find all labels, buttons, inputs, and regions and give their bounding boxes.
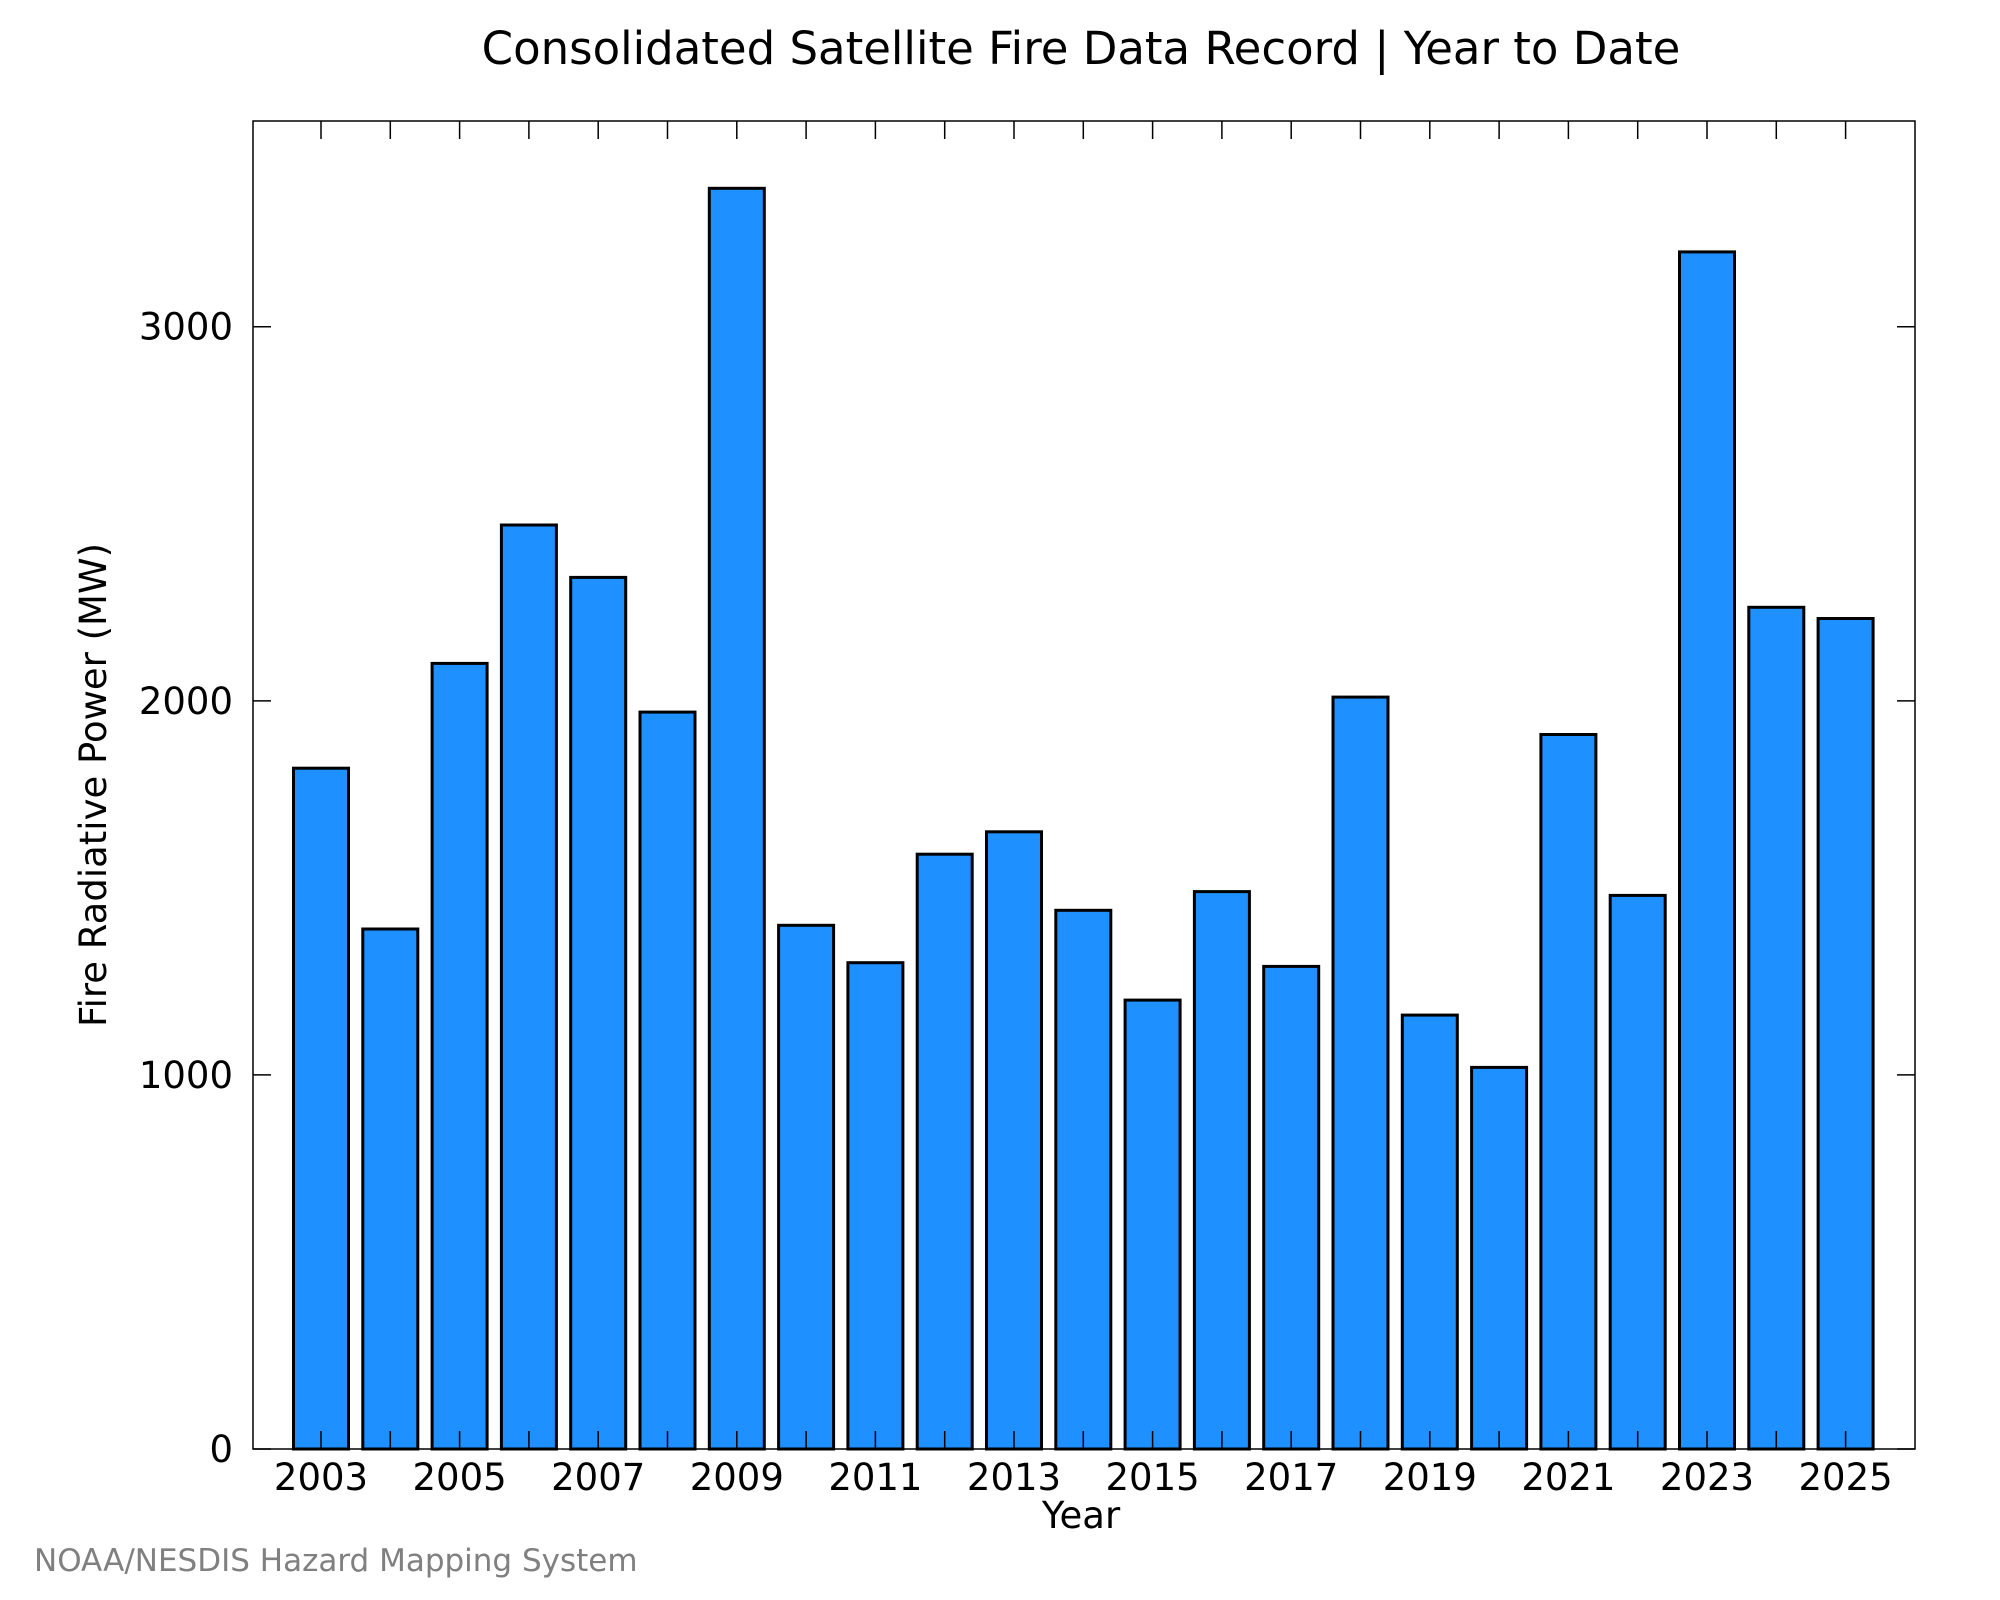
x-axis-label: Year [1041,1494,1121,1537]
bar-2003 [292,766,350,1451]
axes-layer: 0 1000 2000 3000 2003 2005 2007 2009 2011 2013 201… [139,120,1916,1499]
bars-layer [292,186,1875,1451]
bar-2016 [1192,890,1251,1451]
x-tick-label: 2013 [967,1456,1061,1499]
bar-2012 [915,852,974,1451]
bar-2015 [1123,998,1182,1451]
y-tick-label: 2000 [139,680,233,723]
bar-2013 [985,830,1043,1451]
x-tick-label: 2021 [1521,1456,1615,1499]
x-tick-label: 2005 [413,1456,507,1499]
y-tick-label: 1000 [139,1054,233,1097]
bar-2005 [430,661,489,1451]
bar-2006 [499,523,558,1451]
bar-2004 [361,927,420,1451]
x-tick-label: 2019 [1383,1456,1477,1499]
x-tick-label: 2003 [274,1456,368,1499]
bar-2009 [707,186,766,1451]
x-tick-label: 2025 [1799,1456,1893,1499]
bar-2023 [1678,250,1736,1451]
x-tick-label: 2009 [690,1456,784,1499]
y-tick-label: 0 [209,1428,233,1471]
y-axis-label: Fire Radiative Power (MW) [72,543,115,1027]
bar-2019 [1400,1013,1459,1451]
y-tick-label: 3000 [139,306,233,349]
bar-2010 [777,923,836,1451]
bar-2018 [1331,695,1390,1451]
credit-text: NOAA/NESDIS Hazard Mapping System [34,1543,638,1579]
x-tick-label: 2011 [828,1456,922,1499]
bar-2017 [1262,964,1321,1451]
bar-2020 [1470,1065,1529,1451]
x-tick-label: 2023 [1660,1456,1754,1499]
bar-2008 [638,710,697,1451]
x-tick-label: 2007 [551,1456,645,1499]
bar-2022 [1608,893,1667,1451]
bar-2011 [846,961,905,1451]
bar-2024 [1747,605,1806,1451]
bar-2007 [569,575,628,1451]
chart-title: Consolidated Satellite Fire Data Record … [482,22,1681,75]
x-tick-label: 2017 [1244,1456,1338,1499]
bar-2025 [1816,617,1875,1451]
bar-2014 [1054,908,1113,1451]
bar-2021 [1539,733,1598,1451]
x-tick-label: 2015 [1106,1456,1200,1499]
